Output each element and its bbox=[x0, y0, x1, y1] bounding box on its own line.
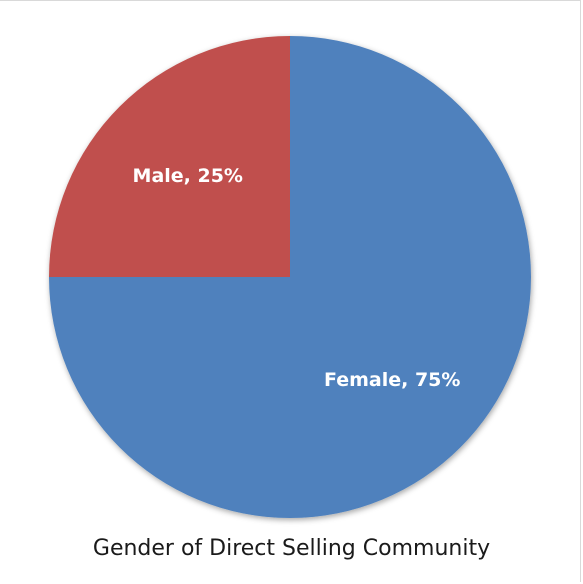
data-label-female: Female, 75% bbox=[324, 369, 460, 391]
data-label-male: Male, 25% bbox=[133, 165, 243, 187]
pie-slice-male bbox=[49, 36, 290, 277]
pie-slice-female bbox=[49, 36, 531, 518]
pie-slices bbox=[49, 36, 531, 518]
pie-data-labels: Male, 25% Female, 75% bbox=[133, 165, 461, 391]
chart-title: Gender of Direct Selling Community bbox=[92, 536, 491, 561]
